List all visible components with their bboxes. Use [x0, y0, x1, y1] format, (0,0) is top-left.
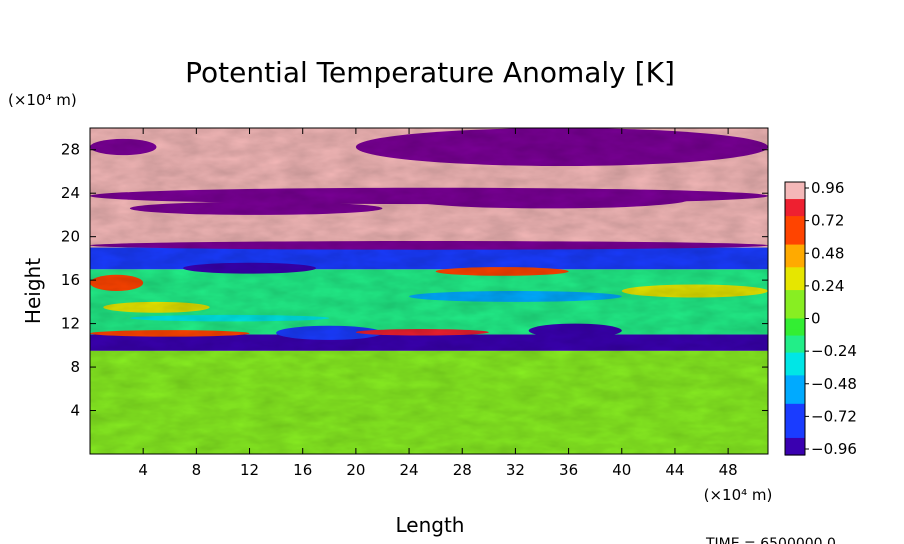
colorbar-segment	[785, 210, 805, 217]
colorbar-segment	[785, 238, 805, 246]
colorbar-segment	[785, 381, 805, 388]
colorbar-segment	[785, 437, 805, 445]
colorbar-segment	[785, 312, 805, 320]
x-tick-label: 40	[612, 461, 631, 479]
x-tick-label: 20	[346, 461, 365, 479]
colorbar-segment	[785, 392, 805, 399]
colorbar-segment	[785, 255, 805, 263]
colorbar-segment	[785, 187, 805, 194]
y-tick-label: 24	[61, 184, 80, 202]
colorbar-segment	[785, 420, 805, 428]
colorbar-segment	[785, 199, 805, 206]
y-tick-label: 12	[61, 315, 80, 333]
x-tick-label: 44	[665, 461, 684, 479]
colorbar-segment	[785, 449, 805, 456]
heatmap-texture	[90, 128, 768, 454]
colorbar-segment	[785, 233, 805, 240]
x-tick-label: 16	[293, 461, 312, 479]
x-tick-label: 28	[453, 461, 472, 479]
colorbar-segment	[785, 318, 805, 325]
colorbar-label: 0.72	[811, 212, 844, 230]
colorbar-segment	[785, 295, 805, 303]
colorbar: 0.96 0.72 0.48 0.24 0 −0.24 −0.48 −0.72 −0.96	[784, 179, 857, 458]
colorbar-segment	[785, 386, 805, 394]
colorbar-segment	[785, 193, 805, 200]
colorbar-segment	[785, 403, 805, 411]
colorbar-label: 0.24	[811, 277, 844, 295]
x-tick-label: 4	[138, 461, 148, 479]
heatmap-plot-area	[90, 128, 768, 454]
colorbar-segment	[785, 278, 805, 285]
colorbar-segment	[785, 335, 805, 342]
colorbar-segment	[785, 341, 805, 348]
colorbar-segment	[785, 267, 805, 274]
x-tick-label: 8	[192, 461, 202, 479]
colorbar-segment	[785, 250, 805, 257]
colorbar-label: −0.48	[811, 375, 857, 393]
y-tick-label: 28	[61, 141, 80, 159]
x-axis: 4 8 12 16 20 24 28 32 36 40 44 48	[138, 128, 738, 479]
colorbar-segment	[785, 244, 805, 251]
x-tick-label: 24	[400, 461, 419, 479]
chart-title: Potential Temperature Anomaly [K]	[185, 56, 675, 89]
colorbar-label: −0.96	[811, 440, 857, 458]
x-tick-label: 48	[719, 461, 738, 479]
colorbar-segment	[785, 432, 805, 439]
y-tick-label: 4	[70, 402, 80, 420]
plot-frame	[89, 127, 769, 455]
colorbar-segment	[785, 307, 805, 314]
y-axis: 4 8 12 16 20 24 28	[61, 141, 768, 420]
x-axis-title: Length	[396, 513, 465, 537]
x-tick-label: 12	[240, 461, 259, 479]
colorbar-segment	[785, 358, 805, 365]
colorbar-segment	[785, 301, 805, 308]
colorbar-segment	[785, 415, 805, 422]
colorbar-segment	[785, 324, 805, 331]
colorbar-segment	[785, 204, 805, 212]
colorbar-segment	[785, 221, 805, 229]
y-tick-label: 16	[61, 271, 80, 289]
y-tick-label: 8	[70, 358, 80, 376]
colorbar-segment	[785, 290, 805, 297]
x-tick-label: 36	[559, 461, 578, 479]
colorbar-segment	[785, 375, 805, 382]
y-axis-unit: (×10⁴ m)	[8, 91, 77, 109]
colorbar-segment	[785, 273, 805, 280]
colorbar-label: 0.96	[811, 179, 844, 197]
y-axis-title: Height	[21, 258, 45, 324]
colorbar-segment	[785, 329, 805, 337]
colorbar-segment	[785, 398, 805, 405]
colorbar-segment	[785, 284, 805, 291]
colorbar-segment	[785, 216, 805, 223]
colorbar-segment	[785, 227, 805, 234]
colorbar-segment	[785, 352, 805, 359]
x-tick-label: 32	[506, 461, 525, 479]
colorbar-label: 0	[811, 310, 821, 328]
colorbar-segment	[785, 409, 805, 416]
colorbar-segment	[785, 346, 805, 354]
colorbar-segment	[785, 261, 805, 268]
colorbar-segment	[785, 443, 805, 450]
y-tick-label: 20	[61, 228, 80, 246]
colorbar-segment	[785, 182, 805, 189]
colorbar-label: −0.72	[811, 407, 857, 425]
x-axis-unit: (×10⁴ m)	[704, 486, 773, 504]
time-label: TIME = 6500000.0	[705, 536, 836, 544]
colorbar-label: 0.48	[811, 244, 844, 262]
colorbar-segment	[785, 364, 805, 371]
colorbar-label: −0.24	[811, 342, 857, 360]
colorbar-segment	[785, 426, 805, 433]
colorbar-segment	[785, 369, 805, 376]
